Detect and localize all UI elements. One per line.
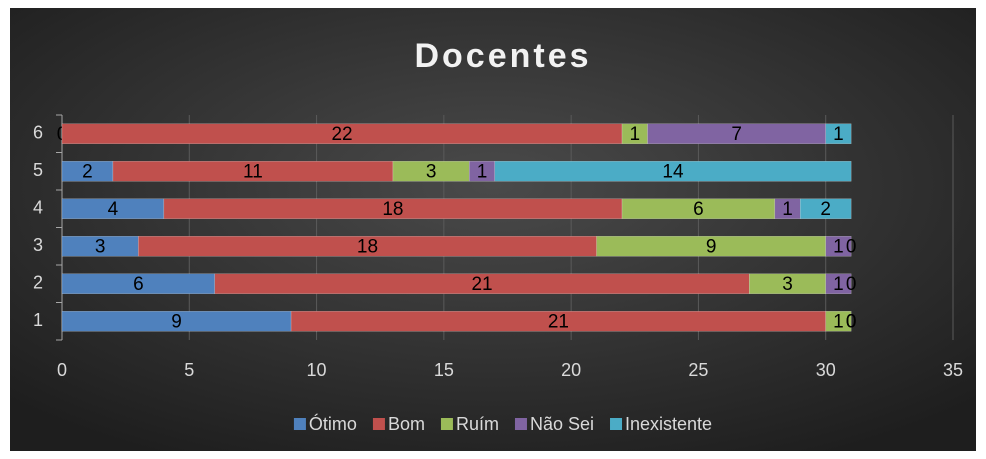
data-label: 3 [95,236,106,257]
data-label: 1 [833,274,844,295]
data-label: 1 [833,124,844,145]
data-label: 21 [471,274,492,295]
chart-title: Docentes [414,37,591,75]
data-label: 22 [331,124,352,145]
data-label: 21 [548,311,569,332]
data-label: 0 [846,274,857,295]
bar-segment [112,161,394,182]
x-tick-label: 25 [688,360,708,380]
legend-swatch [293,418,306,430]
legend-swatch [610,418,623,430]
y-tick-label: 4 [33,198,43,218]
data-label: 2 [82,161,93,182]
data-label: 1 [782,199,793,220]
bar-segment [290,311,826,332]
x-tick-label: 20 [561,360,581,380]
legend-label: Ótimo [309,413,357,434]
legend-swatch [440,418,453,430]
data-label: 1 [477,161,488,182]
data-label: 0 [846,311,857,332]
data-label: 9 [706,236,717,257]
x-tick-label: 0 [57,360,67,380]
data-label: 3 [426,161,437,182]
bar-segment [825,123,852,144]
data-label: 0 [846,311,857,332]
y-tick-label: 6 [33,123,43,143]
legend-label: Bom [388,414,425,434]
data-label: 11 [243,161,263,182]
data-label: 14 [662,161,684,182]
data-label: 18 [357,236,378,257]
bar-segment [494,161,852,182]
y-tick-label: 1 [33,310,43,330]
data-label: 1 [833,236,844,257]
y-tick-label: 3 [33,235,43,255]
data-label: 1 [833,311,844,332]
legend-label: Ruím [456,414,499,434]
bar-segment [596,236,826,257]
data-label: 1 [629,124,640,145]
x-tick-label: 30 [816,360,836,380]
x-tick-label: 35 [943,360,963,380]
chart-background [10,8,976,451]
data-label: 6 [133,274,144,295]
legend-label: Não Sei [530,414,594,434]
x-tick-label: 5 [184,360,194,380]
x-tick-label: 15 [434,360,454,380]
y-tick-label: 2 [33,273,43,293]
x-tick-label: 10 [307,360,327,380]
data-label: 3 [782,274,793,295]
data-label: 7 [731,124,742,145]
bar-segment [825,236,852,257]
bar-segment [749,273,826,294]
legend-label: Inexistente [625,414,712,434]
data-label: 18 [382,199,403,220]
bar-segment [800,198,852,219]
data-label: 6 [693,199,704,220]
bar-segment [825,273,852,294]
data-label: 0 [846,236,857,257]
data-label: 9 [171,311,182,332]
bar-segment [825,311,852,332]
legend-swatch [372,418,385,430]
data-label: 4 [108,199,119,220]
data-label: 2 [820,199,831,220]
y-tick-label: 5 [33,160,43,180]
legend-swatch [514,418,527,430]
